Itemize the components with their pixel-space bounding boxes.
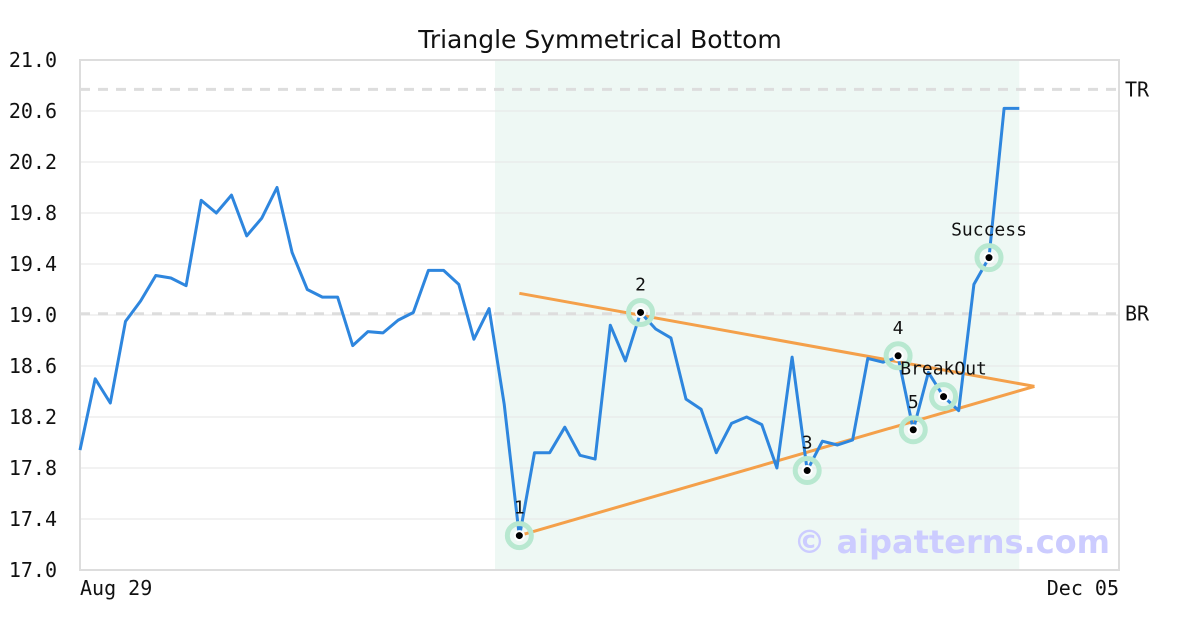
point-dot — [907, 424, 919, 436]
price-series-line — [78, 106, 1020, 539]
y-tick-label: 17.0 — [9, 558, 57, 582]
y-tick-label: 19.0 — [9, 303, 57, 327]
point-label-breakout: BreakOut — [900, 359, 987, 380]
x-tick-end: Dec 05 — [1047, 576, 1119, 600]
y-tick-label: 17.8 — [9, 456, 57, 480]
y-tick-label: 19.8 — [9, 201, 57, 225]
pattern-point-4: 4 — [883, 318, 913, 371]
reference-label-br: BR — [1125, 302, 1150, 326]
pattern-point-success: Success — [951, 220, 1027, 273]
pattern-point-5: 5 — [898, 392, 928, 445]
point-ring — [898, 415, 928, 445]
pattern-point-breakout: BreakOut — [900, 359, 987, 412]
point-ring — [792, 456, 822, 486]
y-tick-label: 20.6 — [9, 99, 57, 123]
point-dot — [938, 391, 950, 403]
y-tick-label: 18.6 — [9, 354, 57, 378]
point-label-success: Success — [951, 220, 1027, 241]
pattern-point-3: 3 — [792, 433, 822, 486]
y-tick-label: 19.4 — [9, 252, 57, 276]
trendline-upper — [519, 291, 1035, 388]
point-ring — [974, 243, 1004, 273]
point-dot — [513, 530, 525, 542]
watermark-text: © aipatterns.com — [793, 523, 1110, 561]
pattern-point-1: 1 — [504, 498, 534, 551]
point-ring — [504, 521, 534, 551]
y-tick-label: 18.2 — [9, 405, 57, 429]
point-dot — [983, 252, 995, 264]
point-label-2: 2 — [635, 274, 646, 295]
point-dot — [892, 350, 904, 362]
point-dot — [801, 465, 813, 477]
point-label-3: 3 — [802, 433, 813, 454]
point-ring — [883, 341, 913, 371]
point-ring — [929, 382, 959, 412]
point-label-4: 4 — [893, 318, 904, 339]
reference-label-tr: TR — [1125, 77, 1150, 101]
y-tick-label: 17.4 — [9, 507, 57, 531]
y-tick-label: 21.0 — [9, 48, 57, 72]
reference-levels: TR BR — [80, 77, 1150, 326]
y-tick-label: 20.2 — [9, 150, 57, 174]
point-ring — [626, 297, 656, 327]
plot-frame — [79, 59, 1120, 571]
y-axis-ticks: 17.0 17.4 17.8 18.2 18.6 19.0 19.4 19.8 20.2 20.6… — [9, 48, 57, 582]
pattern-points: 1 2 3 4 5 BreakOut Success — [504, 220, 1027, 551]
x-tick-start: Aug 29 — [80, 576, 152, 600]
point-dot — [635, 306, 647, 318]
chart-title: Triangle Symmetrical Bottom — [417, 25, 782, 54]
pattern-point-2: 2 — [626, 274, 656, 327]
point-label-1: 1 — [514, 498, 525, 519]
point-label-5: 5 — [908, 392, 919, 413]
